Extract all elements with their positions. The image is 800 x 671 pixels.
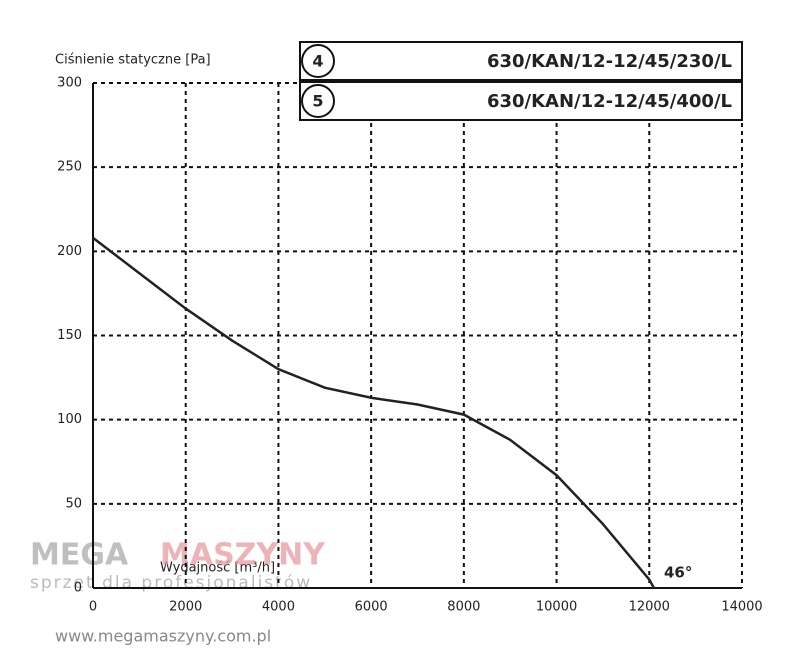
legend-number: 5 xyxy=(312,92,323,111)
x-tick-label: 12000 xyxy=(629,600,670,615)
legend-box xyxy=(299,41,743,81)
x-tick-label: 0 xyxy=(89,600,97,615)
annotation: 46° xyxy=(664,564,692,582)
x-tick-label: 10000 xyxy=(536,600,577,615)
watermark-brand: MASZYNY xyxy=(160,538,326,573)
x-tick-label: 14000 xyxy=(721,600,762,615)
y-tick-label: 250 xyxy=(57,160,82,175)
y-tick-label: 50 xyxy=(65,496,82,511)
legend-badge xyxy=(301,44,335,78)
legend-label: 630/KAN/12-12/45/230/L xyxy=(487,51,732,72)
y-tick-label: 100 xyxy=(57,412,82,427)
watermark-brand: MEGA xyxy=(30,538,129,573)
y-axis-label: Ciśnienie statyczne [Pa] xyxy=(55,53,211,68)
legend-badge xyxy=(301,84,335,118)
curve xyxy=(92,236,656,589)
legend-label: 630/KAN/12-12/45/400/L xyxy=(487,91,732,112)
watermark-tagline: sprzęt dla profesjonalistów xyxy=(30,573,312,593)
y-tick-label: 0 xyxy=(74,581,82,596)
y-tick-label: 150 xyxy=(57,328,82,343)
legend-number: 4 xyxy=(312,52,323,71)
legend-box xyxy=(299,81,743,121)
x-tick-label: 8000 xyxy=(447,600,480,615)
x-tick-label: 2000 xyxy=(169,600,202,615)
x-axis-label: Wydajność [m³/h] xyxy=(160,561,275,576)
y-tick-label: 200 xyxy=(57,244,82,259)
x-tick-label: 4000 xyxy=(262,600,295,615)
watermark-url: www.megamaszyny.com.pl xyxy=(55,627,271,646)
y-tick-label: 300 xyxy=(57,76,82,91)
x-tick-label: 6000 xyxy=(355,600,388,615)
